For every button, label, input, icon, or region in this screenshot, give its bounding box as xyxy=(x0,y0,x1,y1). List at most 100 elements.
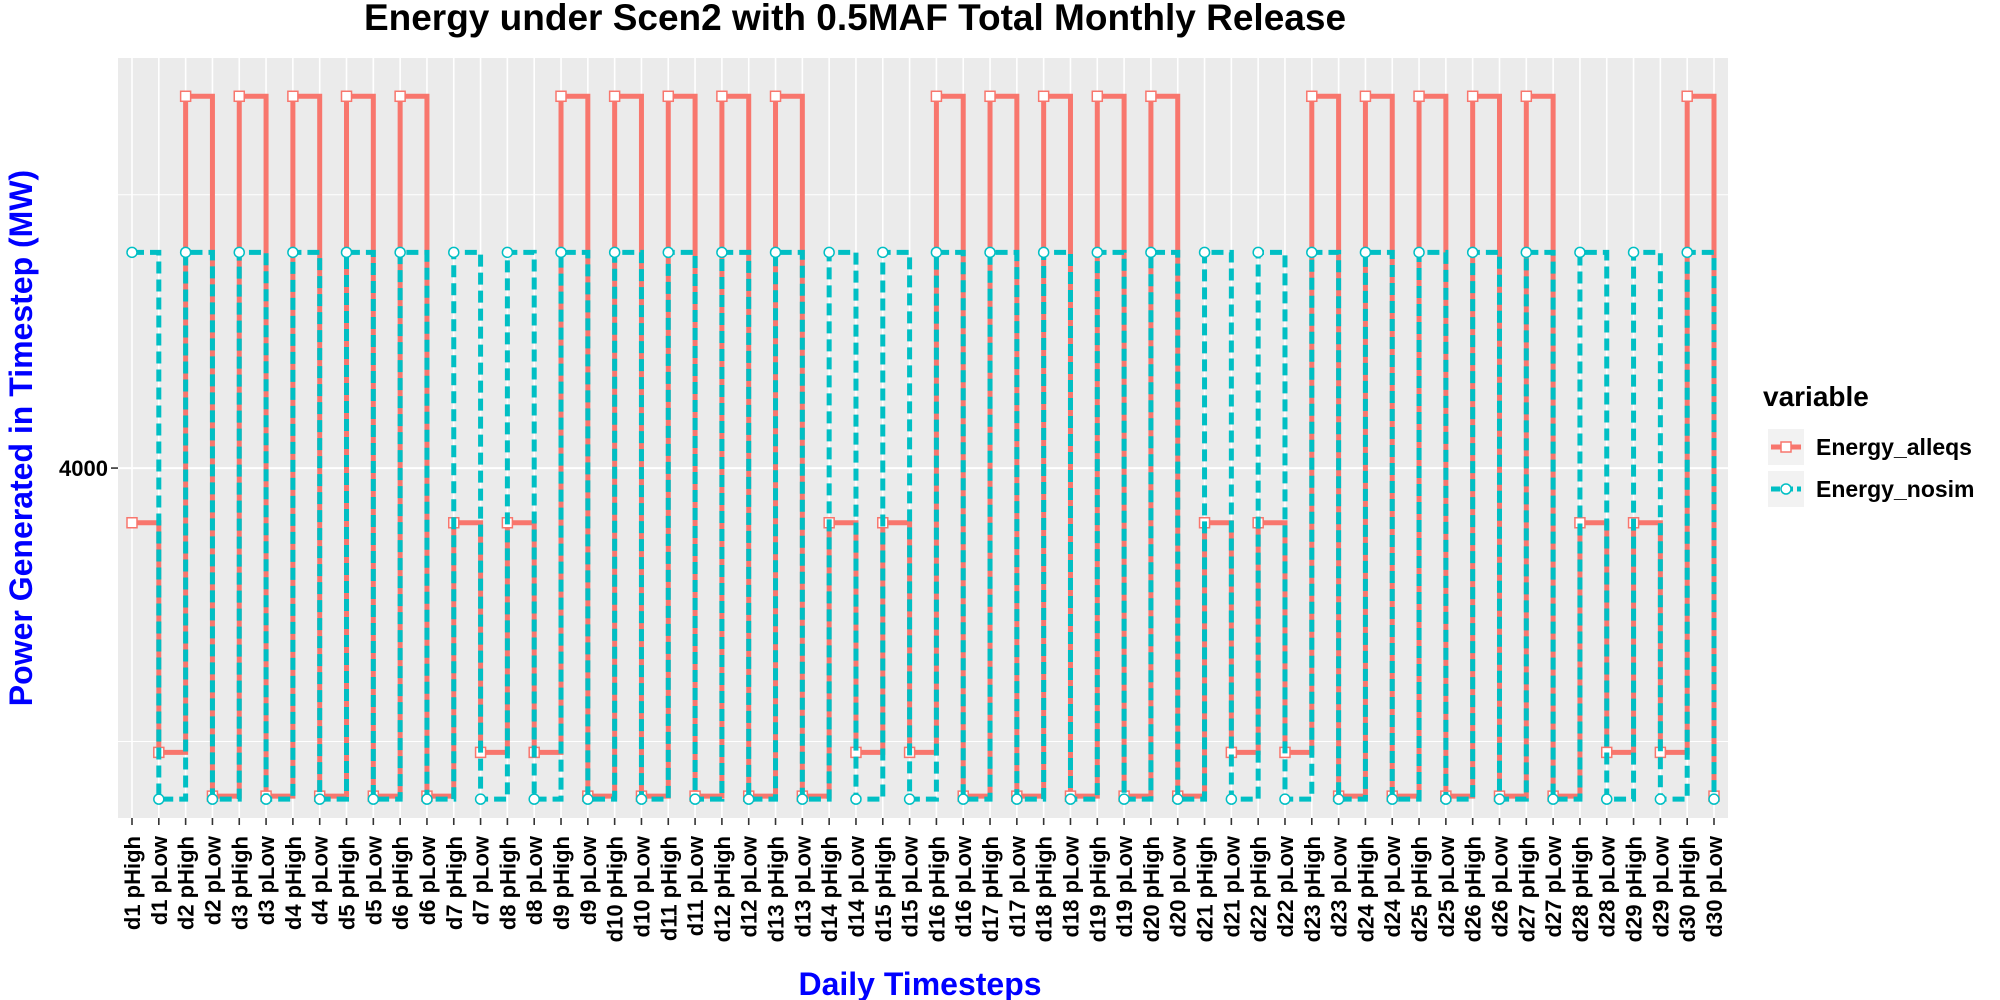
data-point-Energy_nosim xyxy=(877,246,889,259)
x-tick-label: d10 pHigh xyxy=(603,836,628,942)
legend-key-marker xyxy=(1780,441,1792,453)
legend-label-Energy_alleqs: Energy_alleqs xyxy=(1816,434,1972,460)
x-tick-label: d8 pHigh xyxy=(495,836,520,930)
data-point-Energy_nosim xyxy=(1145,246,1157,259)
data-point-Energy_nosim xyxy=(1332,793,1345,805)
x-tick-label: d4 pHigh xyxy=(281,836,306,930)
data-point-Energy_alleqs xyxy=(1091,90,1104,103)
axes: d1 pHigh d1 pLow d2 pHigh d2 pLow d3 pHigh d3… xyxy=(59,456,1727,942)
x-tick-label: d25 pHigh xyxy=(1407,836,1432,942)
data-point-Energy_nosim xyxy=(206,793,219,805)
legend-key-marker xyxy=(1780,483,1792,495)
x-tick-label: d15 pLow xyxy=(898,835,923,937)
x-tick-label: d27 pLow xyxy=(1541,835,1566,937)
data-point-Energy_nosim xyxy=(1252,246,1264,259)
data-point-Energy_nosim xyxy=(421,793,433,805)
x-tick-label: d28 pLow xyxy=(1595,835,1620,937)
data-point-Energy_nosim xyxy=(1064,793,1077,805)
data-point-Energy_nosim xyxy=(957,793,969,805)
data-point-Energy_nosim xyxy=(1627,246,1640,259)
x-tick-label: d27 pHigh xyxy=(1514,836,1539,942)
data-point-Energy_alleqs xyxy=(662,90,675,103)
data-point-Energy_alleqs xyxy=(179,90,192,103)
x-tick-label: d3 pHigh xyxy=(227,836,252,930)
x-tick-label: d22 pHigh xyxy=(1246,836,1271,942)
data-point-Energy_nosim xyxy=(1118,793,1130,805)
x-tick-label: d29 pLow xyxy=(1648,835,1673,937)
data-point-Energy_nosim xyxy=(1600,793,1613,805)
x-tick-label: d19 pLow xyxy=(1112,835,1137,937)
plot-panel xyxy=(118,58,1728,818)
data-point-Energy_alleqs xyxy=(1413,90,1425,103)
data-point-Energy_nosim xyxy=(501,246,514,259)
data-point-Energy_nosim xyxy=(1466,246,1479,259)
x-tick-label: d23 pLow xyxy=(1327,835,1352,937)
data-point-Energy_alleqs xyxy=(608,90,621,103)
x-tick-label: d9 pLow xyxy=(576,835,601,925)
x-tick-label: d16 pLow xyxy=(951,835,976,937)
data-point-Energy_nosim xyxy=(1091,246,1104,259)
data-point-Energy_nosim xyxy=(742,793,755,805)
data-point-Energy_nosim xyxy=(635,793,648,805)
x-tick-label: d8 pLow xyxy=(522,835,547,925)
data-point-Energy_alleqs xyxy=(1145,90,1157,103)
x-tick-label: d25 pLow xyxy=(1434,835,1459,937)
data-point-Energy_alleqs xyxy=(287,90,299,103)
data-point-Energy_nosim xyxy=(260,793,272,805)
data-point-Energy_nosim xyxy=(930,246,943,259)
data-point-Energy_nosim xyxy=(555,246,567,259)
x-tick-label: d5 pHigh xyxy=(335,836,360,930)
data-point-Energy_alleqs xyxy=(1520,90,1533,103)
x-tick-label: d6 pHigh xyxy=(388,836,413,930)
x-tick-label: d11 pHigh xyxy=(656,836,681,941)
data-point-Energy_nosim xyxy=(528,793,540,805)
x-tick-label: d21 pLow xyxy=(1219,835,1244,937)
x-tick-label: d1 pLow xyxy=(147,835,172,925)
x-tick-label: d12 pLow xyxy=(737,835,762,937)
x-tick-label: d10 pLow xyxy=(629,835,654,937)
data-point-Energy_nosim xyxy=(1574,246,1586,259)
x-tick-label: d26 pHigh xyxy=(1461,836,1486,942)
data-point-Energy_nosim xyxy=(1708,793,1720,805)
data-point-Energy_nosim xyxy=(126,246,138,259)
y-tick-label: 4000 xyxy=(59,456,108,481)
x-tick-label: d9 pHigh xyxy=(549,836,574,930)
data-point-Energy_nosim xyxy=(582,793,594,805)
x-tick-label: d22 pLow xyxy=(1273,835,1298,937)
x-tick-label: d14 pLow xyxy=(844,835,869,937)
x-tick-label: d24 pLow xyxy=(1380,835,1405,937)
series-layer xyxy=(126,90,1720,805)
x-axis-label: Daily Timesteps xyxy=(798,966,1041,1000)
data-point-Energy_nosim xyxy=(903,793,916,805)
data-point-Energy_nosim xyxy=(1225,793,1238,805)
data-point-Energy_nosim xyxy=(1520,246,1533,259)
data-point-Energy_nosim xyxy=(716,246,728,259)
x-tick-label: d17 pLow xyxy=(1005,835,1030,937)
data-point-Energy_nosim xyxy=(984,246,996,259)
data-point-Energy_nosim xyxy=(1654,793,1667,805)
x-tick-label: d19 pHigh xyxy=(1085,836,1110,942)
data-point-Energy_alleqs xyxy=(126,516,138,529)
data-point-Energy_nosim xyxy=(689,793,701,805)
data-point-Energy_nosim xyxy=(1413,246,1425,259)
legend-key-Energy_alleqs xyxy=(1768,429,1804,465)
data-point-Energy_alleqs xyxy=(1306,90,1318,103)
data-point-Energy_nosim xyxy=(850,793,862,805)
data-point-Energy_nosim xyxy=(1037,246,1050,259)
data-point-Energy_alleqs xyxy=(1037,90,1050,103)
data-point-Energy_alleqs xyxy=(1359,90,1372,103)
x-tick-label: d11 pLow xyxy=(683,835,708,936)
legend-title: variable xyxy=(1763,381,1869,412)
data-point-Energy_nosim xyxy=(796,793,809,805)
data-point-Energy_nosim xyxy=(1198,246,1211,259)
x-tick-label: d17 pHigh xyxy=(978,836,1003,942)
x-tick-label: d2 pHigh xyxy=(174,836,199,930)
x-tick-label: d24 pHigh xyxy=(1353,836,1378,942)
x-tick-label: d13 pHigh xyxy=(764,836,789,942)
data-point-Energy_nosim xyxy=(1359,246,1372,259)
data-point-Energy_nosim xyxy=(1547,793,1559,805)
x-tick-label: d4 pLow xyxy=(308,835,333,925)
x-tick-label: d18 pLow xyxy=(1058,835,1083,937)
x-tick-label: d5 pLow xyxy=(361,835,386,925)
